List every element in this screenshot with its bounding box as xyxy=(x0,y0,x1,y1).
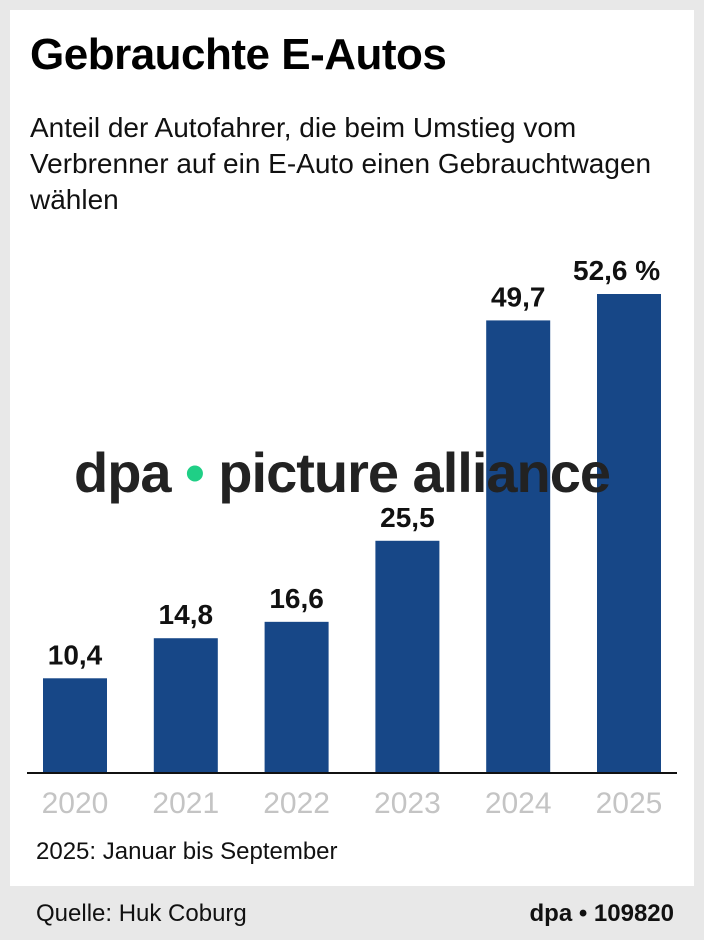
source: Quelle: Huk Coburg xyxy=(36,900,247,927)
watermark-logo: dpa • picture alliance xyxy=(74,441,611,504)
graphic-id: dpa • 109820 xyxy=(529,900,675,927)
chart-title: Gebrauchte E-Autos xyxy=(30,30,447,79)
chart-card xyxy=(10,10,694,886)
footer: Quelle: Huk Coburg dpa • 109820 xyxy=(0,886,704,940)
footnote: 2025: Januar bis September xyxy=(36,838,338,865)
chart-subtitle: Anteil der Autofahrer, die beim Umstieg … xyxy=(30,112,652,215)
